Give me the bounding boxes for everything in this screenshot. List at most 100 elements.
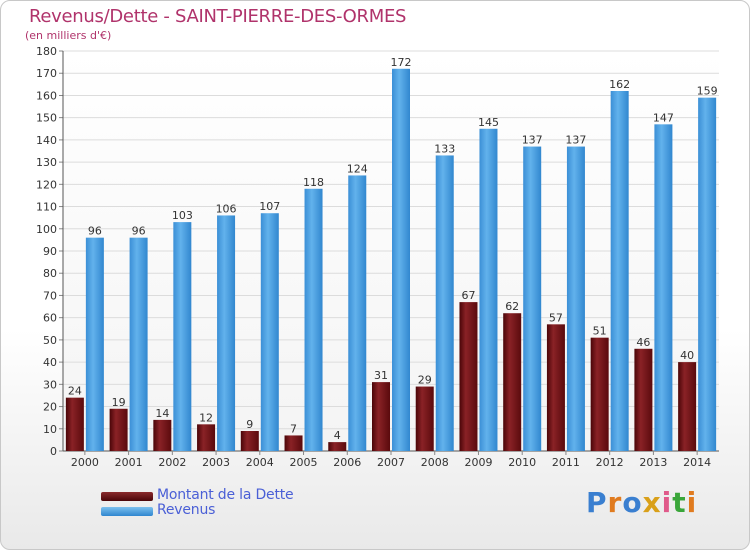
bar-revenus [479, 128, 498, 451]
data-label: 67 [461, 289, 475, 302]
bar-revenus [566, 146, 585, 452]
data-label: 12 [199, 411, 213, 424]
bar-dette [546, 324, 565, 451]
bar-dette [197, 424, 216, 451]
logo-letter: o [622, 486, 643, 519]
bar-revenus [610, 91, 629, 451]
bar-dette [284, 435, 303, 451]
data-label: 62 [505, 300, 519, 313]
data-label: 137 [565, 134, 586, 147]
y-tick-label: 70 [43, 289, 57, 302]
bar-revenus [304, 188, 323, 451]
x-tick-label: 2011 [552, 456, 580, 469]
bar-dette [372, 382, 390, 451]
data-label: 96 [88, 225, 102, 238]
bar-dette [109, 408, 128, 451]
chart-title: Revenus/Dette - SAINT-PIERRE-DES-ORMES [29, 6, 407, 27]
x-tick-label: 2009 [464, 456, 492, 469]
data-label: 4 [334, 429, 341, 442]
y-tick-label: 60 [43, 312, 57, 325]
bar-dette [634, 348, 653, 451]
y-tick-label: 110 [36, 201, 57, 214]
bar-revenus [260, 213, 279, 451]
y-tick-label: 180 [36, 45, 57, 58]
y-tick-label: 10 [43, 423, 57, 436]
data-label: 103 [172, 209, 193, 222]
data-label: 14 [155, 407, 169, 420]
data-label: 118 [303, 176, 324, 189]
logo-letter: i [661, 486, 673, 519]
x-tick-label: 2000 [71, 456, 99, 469]
y-tick-label: 150 [36, 112, 57, 125]
x-tick-label: 2008 [421, 456, 449, 469]
chart-subtitle: (en milliers d'€) [25, 29, 112, 42]
data-label: 29 [418, 374, 432, 387]
data-label: 57 [549, 311, 563, 324]
data-label: 137 [522, 134, 543, 147]
x-tick-label: 2001 [115, 456, 143, 469]
x-tick-label: 2013 [639, 456, 667, 469]
data-label: 107 [259, 200, 280, 213]
bar-dette [590, 337, 609, 451]
x-tick-label: 2005 [290, 456, 318, 469]
bar-dette [459, 302, 478, 451]
x-tick-label: 2014 [683, 456, 711, 469]
bar-dette [65, 397, 84, 451]
logo-letter: P [586, 486, 608, 519]
data-label: 133 [434, 142, 455, 155]
x-tick-label: 2007 [377, 456, 405, 469]
x-tick-label: 2006 [333, 456, 361, 469]
legend-label-revenus: Revenus [157, 502, 216, 518]
x-tick-label: 2002 [158, 456, 186, 469]
data-label: 145 [478, 116, 499, 129]
bar-revenus [348, 175, 367, 451]
y-tick-label: 30 [43, 378, 57, 391]
data-label: 31 [374, 369, 388, 382]
data-label: 96 [132, 225, 146, 238]
bar-dette [415, 386, 434, 451]
bar-revenus [392, 68, 410, 452]
bar-revenus [173, 222, 192, 451]
bar-revenus [217, 215, 236, 451]
y-tick-label: 160 [36, 89, 57, 102]
data-label: 46 [636, 336, 650, 349]
bar-revenus [523, 146, 542, 452]
legend-label-dette: Montant de la Dette [157, 487, 294, 503]
y-tick-label: 100 [36, 223, 57, 236]
data-label: 40 [680, 349, 694, 362]
x-tick-label: 2004 [246, 456, 274, 469]
y-tick-label: 120 [36, 178, 57, 191]
logo-letter: i [686, 486, 698, 519]
bar-dette [240, 431, 259, 451]
x-tick-label: 2012 [596, 456, 624, 469]
bar-dette [328, 442, 347, 451]
y-tick-label: 80 [43, 267, 57, 280]
y-tick-label: 0 [50, 445, 57, 458]
data-label: 19 [112, 396, 126, 409]
logo-letter: t [672, 486, 687, 519]
y-tick-label: 170 [36, 67, 57, 80]
y-tick-label: 20 [43, 401, 57, 414]
y-tick-label: 130 [36, 156, 57, 169]
y-tick-label: 50 [43, 334, 57, 347]
bar-revenus [85, 237, 104, 451]
x-tick-label: 2003 [202, 456, 230, 469]
data-label: 124 [347, 162, 368, 175]
bar-revenus [129, 237, 148, 451]
x-tick-label: 2010 [508, 456, 536, 469]
bar-dette [503, 313, 522, 451]
legend-swatch-dette [101, 492, 153, 501]
y-tick-label: 140 [36, 134, 57, 147]
data-label: 9 [246, 418, 253, 431]
data-label: 147 [653, 111, 674, 124]
bar-revenus [654, 124, 673, 451]
logo-letter: r [607, 486, 623, 519]
proxiti-logo: Proxiti [586, 486, 697, 519]
data-label: 24 [68, 385, 82, 398]
data-label: 172 [391, 56, 412, 69]
data-label: 51 [593, 325, 607, 338]
legend-swatch-revenus [101, 507, 153, 516]
data-label: 162 [609, 78, 630, 91]
